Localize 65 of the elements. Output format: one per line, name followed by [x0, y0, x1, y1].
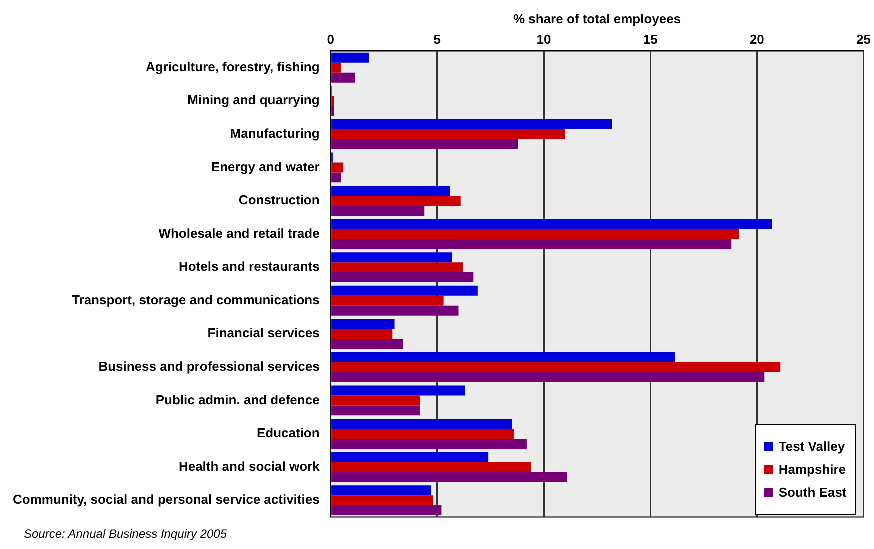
- bar: [332, 186, 450, 196]
- bar: [332, 162, 344, 173]
- bar: [332, 396, 420, 406]
- y-tick-label: Community, social and personal service activities: [12, 492, 320, 508]
- y-tick-label: Construction: [238, 192, 320, 208]
- legend-label: South East: [778, 485, 847, 500]
- bar: [332, 106, 334, 116]
- x-tick-label: 0: [327, 32, 334, 47]
- y-tick-label: Hotels and restaurants: [178, 259, 320, 274]
- y-tick-label: Financial services: [208, 326, 320, 341]
- bar: [332, 339, 404, 350]
- y-tick-label: Mining and quarrying: [188, 92, 320, 108]
- y-tick-label: Wholesale and retail trade: [158, 226, 320, 241]
- bar: [332, 119, 612, 130]
- bar: [332, 52, 370, 63]
- bar: [332, 462, 532, 472]
- bar: [332, 428, 514, 439]
- bar: [332, 438, 527, 449]
- bar: [332, 352, 676, 362]
- bar: [332, 296, 444, 306]
- bar: [332, 419, 512, 429]
- x-tick-label: 20: [750, 32, 764, 47]
- bar: [332, 329, 393, 340]
- y-tick-label: Energy and water: [211, 159, 320, 174]
- bar: [332, 306, 459, 316]
- bar: [332, 286, 478, 296]
- y-tick-label: Health and social work: [178, 458, 321, 474]
- bar: [332, 372, 765, 382]
- legend-label: Test Valley: [778, 439, 846, 454]
- bar: [332, 262, 463, 273]
- bar: [332, 362, 781, 372]
- bar: [332, 196, 461, 206]
- y-tick-label: Transport, storage and communications: [72, 292, 320, 308]
- bar: [332, 72, 356, 83]
- source-note: Source: Annual Business Inquiry 2005: [24, 527, 228, 541]
- bar: [332, 496, 434, 506]
- bar: [332, 239, 732, 250]
- x-tick-label: 25: [856, 32, 872, 47]
- bar: [332, 229, 740, 240]
- y-tick-label: Education: [256, 426, 320, 441]
- x-tick-label: 5: [434, 32, 442, 47]
- legend-label: Hampshire: [778, 462, 846, 478]
- bar: [332, 452, 489, 462]
- bar: [332, 62, 342, 73]
- bar: [332, 272, 474, 283]
- bar: [332, 486, 432, 496]
- bar: [332, 139, 518, 150]
- bar: [332, 172, 342, 183]
- y-tick-label: Business and professional services: [98, 358, 320, 374]
- bar: [332, 129, 566, 140]
- x-tick-label: 10: [536, 32, 552, 47]
- bar: [332, 472, 568, 482]
- bar: [332, 219, 772, 230]
- bar: [332, 96, 334, 106]
- y-tick-label: Manufacturing: [230, 126, 320, 141]
- x-axis-title: % share of total employees: [513, 11, 682, 26]
- bar: [332, 252, 452, 263]
- bar: [332, 406, 420, 416]
- bar: [332, 206, 425, 216]
- y-tick-label: Agriculture, forestry, fishing: [146, 59, 320, 74]
- bar: [332, 506, 442, 516]
- bar: [332, 319, 395, 330]
- y-tick-label: Public admin. and defence: [156, 392, 320, 408]
- bar: [332, 386, 466, 396]
- x-tick-label: 15: [643, 32, 658, 47]
